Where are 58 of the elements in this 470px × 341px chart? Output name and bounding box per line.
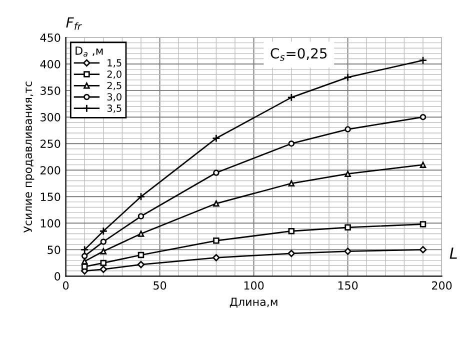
point xyxy=(418,56,428,64)
y-tick-label: 0 xyxy=(54,272,60,281)
point xyxy=(99,226,108,236)
point xyxy=(138,252,144,258)
point xyxy=(212,254,220,262)
point xyxy=(288,250,296,258)
y-tick-label: 350 xyxy=(40,86,60,95)
x-tick-label: 200 xyxy=(432,281,452,290)
point xyxy=(213,200,220,207)
point xyxy=(288,228,295,234)
point xyxy=(419,246,427,254)
point xyxy=(100,266,108,273)
text: F$_{fr}$ xyxy=(66,17,82,30)
point xyxy=(213,238,220,244)
text: L xyxy=(450,248,457,259)
y-tick-label: 150 xyxy=(40,192,60,202)
point xyxy=(344,170,351,177)
point xyxy=(136,192,146,201)
y-tick-label: 450 xyxy=(40,33,60,42)
point xyxy=(100,238,107,245)
point xyxy=(213,170,220,176)
point xyxy=(212,134,220,142)
point xyxy=(420,162,426,168)
point xyxy=(100,248,107,254)
y-tick-label: 250 xyxy=(40,140,60,148)
point xyxy=(100,260,107,266)
point xyxy=(80,246,89,254)
y-axis-title: Усилие продавливания,тс xyxy=(24,82,34,233)
annotation: C$_{s}$=0,25 xyxy=(270,48,327,61)
point xyxy=(288,140,295,147)
point xyxy=(344,224,351,231)
point xyxy=(137,260,145,268)
y-tick-label: 400 xyxy=(40,60,60,68)
legend-label: 2,5 xyxy=(107,82,122,90)
point xyxy=(81,252,88,260)
legend-title: D$_{a}$ ,м xyxy=(76,46,103,57)
x-tick-label: 50 xyxy=(154,281,166,290)
point xyxy=(138,230,144,237)
point xyxy=(344,73,352,82)
point xyxy=(138,213,144,220)
legend-label: 3,5 xyxy=(107,104,122,113)
point xyxy=(344,248,352,255)
x-tick-label: 150 xyxy=(338,281,358,290)
legend-label: 3,0 xyxy=(107,93,122,102)
y-tick-label: 50 xyxy=(48,246,60,254)
point xyxy=(287,93,296,102)
legend-label: 1,5 xyxy=(108,59,122,68)
y-tick-label: 300 xyxy=(40,113,60,122)
x-tick-label: 100 xyxy=(244,281,264,290)
y-tick-label: 200 xyxy=(40,166,60,174)
y-tick-label: 100 xyxy=(40,219,60,228)
x-tick-label: 0 xyxy=(63,281,69,290)
point xyxy=(288,180,295,187)
point xyxy=(420,114,426,120)
point xyxy=(420,221,426,228)
x-axis-title: Длина,м xyxy=(230,298,278,308)
legend-label: 2,0 xyxy=(107,70,122,79)
point xyxy=(344,126,351,132)
